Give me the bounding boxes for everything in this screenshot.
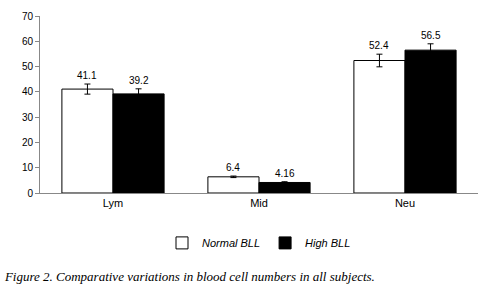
svg-text:Figure 2. Comparative variatio: Figure 2. Comparative variations in bloo… [4,269,375,284]
svg-text:20: 20 [22,137,34,148]
svg-text:60: 60 [22,36,34,47]
svg-text:40: 40 [22,86,34,97]
svg-text:10: 10 [22,162,34,173]
svg-text:41.1: 41.1 [77,70,97,81]
svg-text:56.5: 56.5 [421,30,441,41]
svg-text:High BLL: High BLL [305,237,350,249]
svg-text:30: 30 [22,112,34,123]
svg-text:52.4: 52.4 [369,40,389,51]
svg-text:Normal BLL: Normal BLL [202,237,260,249]
svg-text:0: 0 [27,188,33,199]
svg-text:70: 70 [22,11,34,22]
svg-text:39.2: 39.2 [129,75,149,86]
svg-text:6.4: 6.4 [226,162,240,173]
svg-text:4.16: 4.16 [275,168,295,179]
svg-text:50: 50 [22,61,34,72]
svg-text:Lym: Lym [103,197,123,209]
svg-text:Neu: Neu [395,197,415,209]
svg-text:Mid: Mid [250,197,268,209]
